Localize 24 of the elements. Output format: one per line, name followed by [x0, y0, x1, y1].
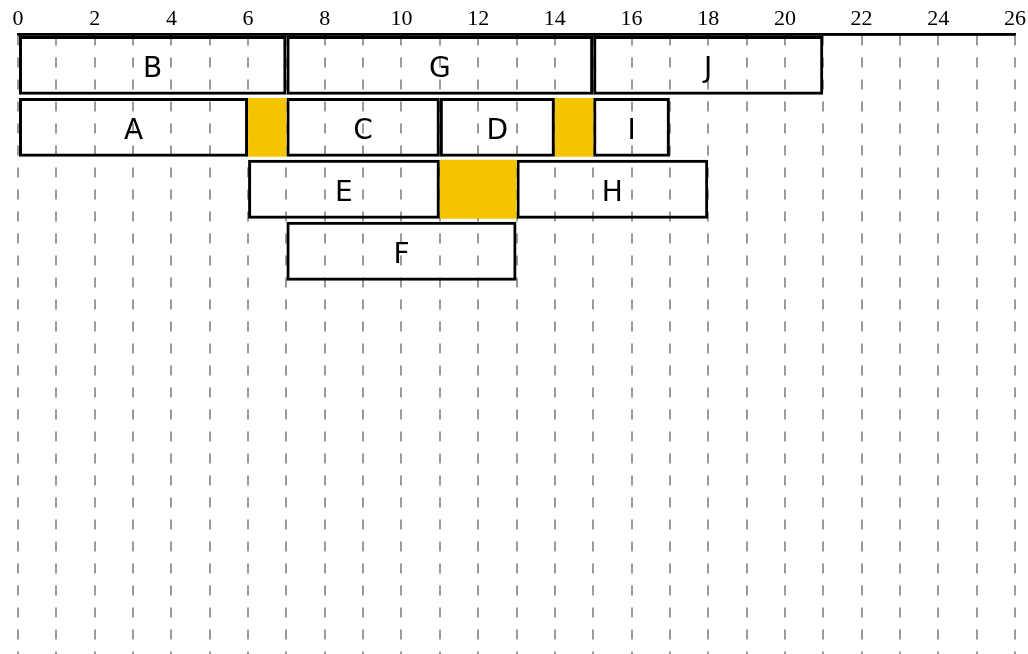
x-tick-label: 18	[697, 4, 720, 30]
x-tick-label: 26	[1004, 4, 1026, 30]
x-tick-label: 14	[543, 4, 566, 30]
x-tick-label: 8	[319, 4, 331, 30]
series-label: A	[123, 112, 144, 146]
series-label: B	[143, 50, 163, 84]
series-label: D	[486, 112, 509, 146]
legend-label: H	[601, 174, 623, 208]
x-tick-label: 10	[390, 4, 413, 30]
x-tick-label: 16	[620, 4, 643, 30]
x-tick-label: 20	[773, 4, 796, 30]
series-label: I	[627, 112, 636, 146]
x-tick-label: 22	[850, 4, 873, 30]
series-label: J	[702, 50, 713, 84]
series-label: G	[428, 50, 451, 84]
x-tick-label: 24	[927, 4, 950, 30]
x-tick-label: 6	[242, 4, 254, 30]
x-tick-label: 4	[165, 4, 177, 30]
x-tick-label: 12	[467, 4, 490, 30]
x-tick-label: 2	[89, 4, 101, 30]
series-label: F	[393, 236, 410, 270]
series-label: C	[353, 112, 373, 146]
x-tick-label: 0	[12, 4, 24, 30]
series-label: E	[335, 174, 353, 208]
